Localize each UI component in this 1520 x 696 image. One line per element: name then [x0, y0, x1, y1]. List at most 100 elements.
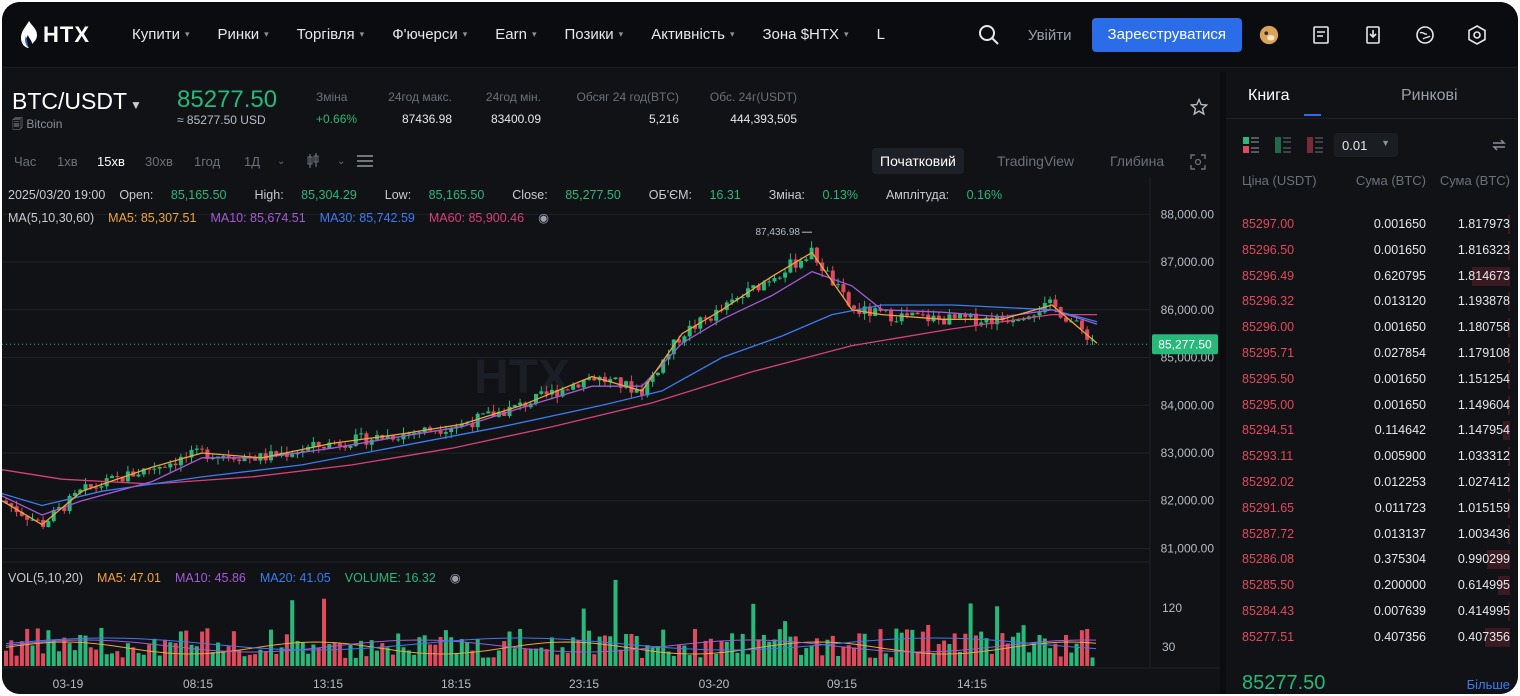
logo[interactable]: HTX — [18, 20, 118, 50]
candle-body — [327, 442, 332, 449]
volume-bar — [125, 643, 130, 666]
depth-bar — [1508, 498, 1510, 518]
candle-body — [406, 433, 411, 435]
candle-body — [19, 512, 24, 516]
ask-row[interactable]: 85296.00 0.001650 1.180758 — [1226, 315, 1518, 341]
nav-item[interactable]: Торгівля ▾ — [297, 26, 365, 43]
nav-item[interactable]: Earn ▾ — [495, 26, 536, 43]
watermark: HTX — [474, 351, 570, 404]
ask-row[interactable]: 85287.72 0.013137 1.003436 — [1226, 522, 1518, 548]
ask-row[interactable]: 85286.08 0.375304 0.990299 — [1226, 547, 1518, 573]
tab-market-trades[interactable]: Ринкові — [1401, 87, 1458, 104]
interval-30m[interactable]: 30хв — [145, 154, 173, 169]
vol-eye-icon[interactable]: ◉ — [449, 571, 461, 585]
volume-bar — [67, 643, 72, 666]
language-icon[interactable] — [1414, 24, 1436, 46]
nav-item[interactable]: Ринки ▾ — [218, 26, 269, 43]
orders-icon[interactable] — [1310, 24, 1332, 46]
depth-bar — [1507, 343, 1510, 363]
ask-row[interactable]: 85277.51 0.407356 0.407356 — [1226, 625, 1518, 651]
eye-icon[interactable]: ◉ — [538, 211, 550, 225]
candle-body — [147, 468, 152, 470]
star-icon[interactable] — [1190, 98, 1208, 116]
candle-body — [560, 389, 565, 397]
signup-button[interactable]: Зареєструватися — [1091, 18, 1242, 52]
volume-bar — [25, 628, 30, 666]
last-price: 85277.50 — [177, 86, 278, 113]
candle-body — [237, 459, 242, 462]
ask-row[interactable]: 85285.50 0.200000 0.614995 — [1226, 573, 1518, 599]
nav-item[interactable]: Зона $HTX ▾ — [763, 26, 849, 43]
view-tradingview-tab[interactable]: TradingView — [997, 153, 1075, 169]
ask-row[interactable]: 85292.02 0.012253 1.027412 — [1226, 470, 1518, 496]
volume-bar — [422, 635, 427, 666]
candle-body — [1053, 299, 1058, 308]
ask-row[interactable]: 85294.51 0.114642 1.147954 — [1226, 418, 1518, 444]
book-asks-icon[interactable] — [1306, 136, 1324, 154]
download-icon[interactable] — [1362, 24, 1384, 46]
volume-bar — [290, 600, 295, 666]
avatar-icon[interactable] — [1258, 24, 1280, 46]
nav-item-label: Earn — [495, 26, 527, 43]
interval-1d[interactable]: 1Д — [244, 154, 261, 169]
candle-body — [655, 372, 660, 376]
ask-row[interactable]: 85284.43 0.007639 0.414995 — [1226, 599, 1518, 625]
ask-price: 85295.50 — [1242, 371, 1295, 386]
panel-divider — [1220, 72, 1226, 694]
kline-chart[interactable]: 88,000.00 87,000.00 86,000.00 85,000.00 84,0… — [2, 178, 1220, 694]
precision-select[interactable]: 0.01 ▼ — [1334, 133, 1398, 157]
ask-row[interactable]: 85296.50 0.001650 1.816323 — [1226, 238, 1518, 264]
volume-bar — [804, 648, 809, 666]
login-link[interactable]: Увійти — [1027, 26, 1072, 44]
view-basic-tab[interactable]: Початковий — [872, 148, 964, 174]
interval-1m[interactable]: 1хв — [57, 154, 78, 169]
ask-row[interactable]: 85295.71 0.027854 1.179108 — [1226, 341, 1518, 367]
chevron-down-icon: ▾ — [264, 29, 269, 39]
candle-chevron-icon[interactable]: ⌄ — [337, 156, 346, 167]
candle-body — [793, 259, 798, 268]
candle-body — [30, 519, 35, 521]
ask-price: 85292.02 — [1242, 474, 1295, 489]
search-icon[interactable] — [978, 24, 1000, 46]
intervals-chevron-icon[interactable]: ⌄ — [277, 156, 286, 167]
view-depth-tab[interactable]: Глибина — [1110, 153, 1165, 169]
ask-amount: 0.001650 — [1373, 397, 1426, 412]
col-total: Сума (BTC) — [1439, 173, 1510, 188]
kline-svg[interactable]: 88,000.0087,000.0086,000.0085,000.0084,0… — [2, 178, 1220, 694]
volume-bar — [1053, 643, 1058, 666]
candle-body — [984, 317, 989, 323]
pair-selector[interactable]: BTC/USDT ▼ — [12, 88, 142, 115]
candle-body — [518, 402, 523, 406]
more-link[interactable]: Більше — [1466, 677, 1510, 692]
indicators-icon[interactable] — [356, 153, 374, 169]
nav-item[interactable]: Купити ▾ — [132, 26, 190, 43]
ask-row[interactable]: 85297.00 0.001650 1.817973 — [1226, 212, 1518, 238]
fullscreen-icon[interactable] — [1190, 154, 1206, 170]
interval-15m[interactable]: 15хв — [97, 154, 125, 169]
ask-row[interactable]: 85291.65 0.011723 1.015159 — [1226, 496, 1518, 522]
nav-item[interactable]: Ф'ючерси ▾ — [392, 26, 467, 43]
interval-1h[interactable]: 1год — [194, 154, 221, 169]
interval-time[interactable]: Час — [14, 154, 37, 169]
ask-row[interactable]: 85295.00 0.001650 1.149604 — [1226, 393, 1518, 419]
book-both-icon[interactable] — [1242, 136, 1260, 154]
orderbook-tabs: Книга Ринкові — [1226, 72, 1518, 118]
volume-bar — [216, 642, 220, 666]
ask-row[interactable]: 85296.49 0.620795 1.814673 — [1226, 264, 1518, 290]
ask-row[interactable]: 85296.32 0.013120 1.193878 — [1226, 289, 1518, 315]
volume-bar — [369, 640, 374, 666]
nav-item[interactable]: Позики ▾ — [565, 26, 624, 43]
ask-row[interactable]: 85295.50 0.001650 1.151254 — [1226, 367, 1518, 393]
volume-bar — [936, 644, 941, 666]
candle-type-icon[interactable] — [306, 152, 320, 170]
candle-body — [687, 325, 692, 337]
settings-icon[interactable] — [1466, 24, 1488, 46]
swap-icon[interactable] — [1490, 136, 1508, 154]
book-bids-icon[interactable] — [1274, 136, 1292, 154]
volume-bar — [650, 647, 655, 666]
nav-item[interactable]: Активність ▾ — [651, 26, 734, 43]
ask-row[interactable]: 85293.11 0.005900 1.033312 — [1226, 444, 1518, 470]
tab-orderbook[interactable]: Книга — [1248, 87, 1290, 104]
ask-price: 85295.71 — [1242, 345, 1295, 360]
nav-item[interactable]: L — [877, 26, 885, 43]
